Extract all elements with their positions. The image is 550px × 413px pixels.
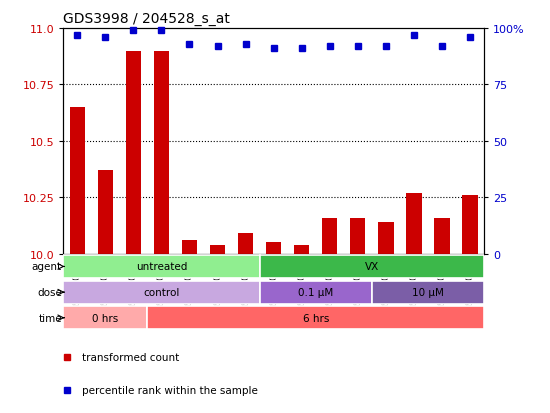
Bar xyxy=(266,243,282,254)
Bar xyxy=(372,281,484,304)
Text: 6 hrs: 6 hrs xyxy=(302,313,329,323)
Bar xyxy=(350,218,366,254)
Text: untreated: untreated xyxy=(136,262,187,272)
Text: transformed count: transformed count xyxy=(82,352,179,362)
Bar xyxy=(462,195,478,254)
Bar xyxy=(125,52,141,254)
Bar xyxy=(97,171,113,254)
Bar xyxy=(210,245,226,254)
Text: 10 μM: 10 μM xyxy=(412,287,444,297)
Text: 0 hrs: 0 hrs xyxy=(92,313,118,323)
Bar xyxy=(434,218,450,254)
Bar xyxy=(63,255,260,278)
Bar xyxy=(153,52,169,254)
Bar xyxy=(322,218,338,254)
Text: agent: agent xyxy=(32,262,62,272)
Text: GDS3998 / 204528_s_at: GDS3998 / 204528_s_at xyxy=(63,12,230,26)
Bar xyxy=(63,281,260,304)
Bar xyxy=(182,240,197,254)
Bar xyxy=(260,255,484,278)
Text: VX: VX xyxy=(365,262,379,272)
Text: 0.1 μM: 0.1 μM xyxy=(298,287,333,297)
Text: time: time xyxy=(38,313,62,323)
Bar xyxy=(260,281,372,304)
Text: percentile rank within the sample: percentile rank within the sample xyxy=(82,385,258,395)
Bar xyxy=(294,245,310,254)
Bar xyxy=(69,108,85,254)
Bar xyxy=(147,306,484,330)
Text: dose: dose xyxy=(37,287,62,297)
Bar xyxy=(238,234,254,254)
Bar xyxy=(406,193,422,254)
Text: control: control xyxy=(143,287,180,297)
Bar xyxy=(63,306,147,330)
Bar xyxy=(378,223,394,254)
